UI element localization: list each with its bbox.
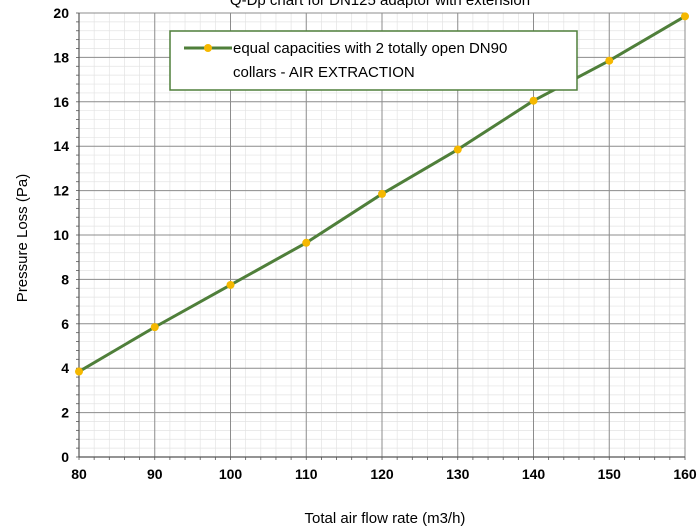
legend-marker-sample (204, 44, 212, 52)
x-tick-label: 80 (71, 466, 87, 482)
y-axis-title: Pressure Loss (Pa) (14, 174, 31, 302)
data-point (681, 12, 689, 21)
data-point (302, 238, 311, 247)
tick-labels: 80 90 100 110 120 130 140 150 160 0 2 4 6 8 10 12 14 16 18… (53, 5, 696, 482)
x-tick-label: 150 (598, 466, 622, 482)
x-tick-label: 90 (147, 466, 163, 482)
y-tick-label: 16 (53, 94, 69, 110)
x-tick-label: 110 (295, 466, 318, 482)
axes (76, 12, 686, 460)
legend-box (169, 30, 578, 91)
y-tick-label: 12 (53, 183, 69, 199)
x-tick-label: 100 (219, 466, 243, 482)
y-tick-label: 18 (53, 49, 69, 65)
y-tick-label: 20 (53, 5, 69, 21)
legend-label-line2: collars - AIR EXTRACTION (233, 64, 415, 81)
y-tick-label: 8 (61, 271, 69, 287)
data-point (529, 96, 538, 105)
y-tick-label: 14 (53, 138, 69, 154)
data-point (150, 323, 159, 332)
legend-label-line1: equal capacities with 2 totally open DN9… (233, 40, 507, 57)
y-tick-label: 10 (53, 227, 69, 243)
data-point (226, 280, 235, 289)
y-tick-label: 6 (61, 316, 69, 332)
series-layer (75, 12, 689, 376)
x-tick-label: 130 (446, 466, 470, 482)
data-point (378, 189, 386, 198)
data-point (75, 367, 83, 376)
data-point (605, 56, 614, 65)
y-tick-label: 0 (61, 449, 69, 465)
chart-title: Q-Dp chart for DN125 adaptor with extens… (230, 0, 530, 9)
x-tick-label: 160 (673, 466, 697, 482)
x-axis-title: Total air flow rate (m3/h) (305, 510, 466, 527)
x-tick-label: 120 (370, 466, 394, 482)
data-point (453, 145, 462, 154)
legend: equal capacities with 2 totally open DN9… (169, 30, 578, 91)
y-tick-label: 2 (61, 405, 69, 421)
y-tick-label: 4 (61, 360, 69, 376)
x-tick-label: 140 (522, 466, 546, 482)
